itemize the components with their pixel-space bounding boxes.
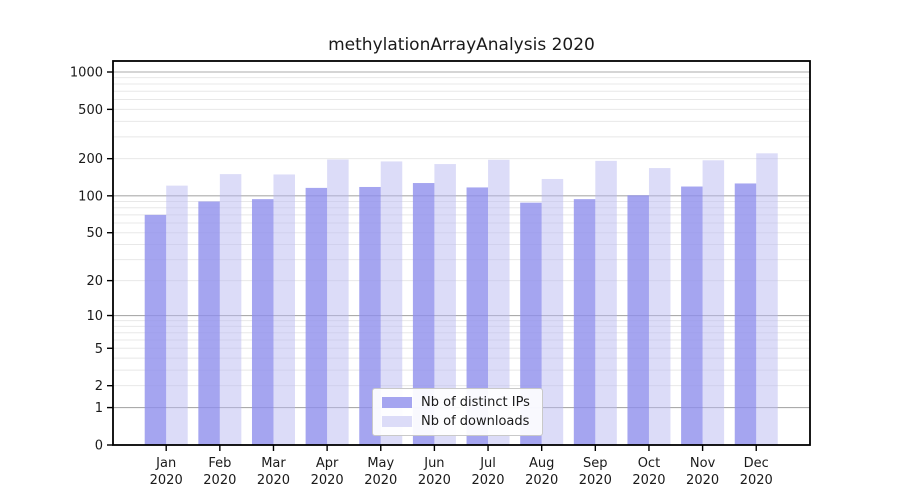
x-tick-label-month: Mar <box>261 456 286 471</box>
y-tick-label: 2 <box>95 379 103 394</box>
x-tick-label-year: 2020 <box>686 473 719 488</box>
bar-may-downloads <box>380 161 403 445</box>
x-tick-label-year: 2020 <box>150 473 183 488</box>
x-tick-label-month: Apr <box>316 456 339 471</box>
bar-nov-distinct-ips <box>681 186 703 445</box>
x-tick-label-month: May <box>367 456 394 471</box>
bar-apr-downloads <box>327 159 349 446</box>
x-tick-label-year: 2020 <box>632 473 665 488</box>
y-tick-label: 20 <box>86 274 103 289</box>
chart-title: methylationArrayAnalysis 2020 <box>328 35 595 55</box>
bar-feb-distinct-ips <box>198 201 220 445</box>
bar-jun-distinct-ips <box>412 183 435 446</box>
x-tick-label-year: 2020 <box>740 473 773 488</box>
x-tick-label-month: Dec <box>744 456 769 471</box>
bar-jul-distinct-ips <box>466 187 489 445</box>
y-tick-label: 1 <box>95 401 103 416</box>
legend-swatch-downloads <box>382 416 412 427</box>
bar-aug-distinct-ips <box>520 202 542 445</box>
x-tick-label-year: 2020 <box>311 473 344 488</box>
bar-sep-distinct-ips <box>573 199 596 445</box>
x-tick-label-month: Sep <box>583 456 608 471</box>
x-tick-label-year: 2020 <box>418 473 451 488</box>
x-tick-label-month: Jun <box>423 456 444 471</box>
x-tick-label-year: 2020 <box>471 473 504 488</box>
bar-sep-downloads <box>595 160 617 445</box>
bar-jun-downloads <box>434 164 456 445</box>
bar-mar-distinct-ips <box>251 199 274 445</box>
bar-oct-downloads <box>648 168 671 445</box>
legend-label-distinct-ips: Nb of distinct IPs <box>421 395 530 410</box>
bar-jan-distinct-ips <box>144 214 167 445</box>
x-tick-label-month: Nov <box>690 456 716 471</box>
axes-frame <box>112 60 811 446</box>
bar-dec-distinct-ips <box>734 183 757 446</box>
x-tick-label-year: 2020 <box>579 473 612 488</box>
bar-feb-downloads <box>219 174 242 445</box>
x-tick-label-year: 2020 <box>364 473 397 488</box>
bar-nov-downloads <box>702 160 725 446</box>
x-tick-label-year: 2020 <box>203 473 236 488</box>
y-tick-label: 0 <box>95 439 103 454</box>
bar-jan-downloads <box>166 185 188 445</box>
x-tick-label-year: 2020 <box>257 473 290 488</box>
y-tick-label: 500 <box>78 103 103 118</box>
x-tick-label-month: Oct <box>638 456 660 471</box>
y-tick-label: 200 <box>78 152 103 167</box>
legend-swatch-distinct-ips <box>382 397 412 408</box>
y-tick-label: 10 <box>86 309 103 324</box>
x-tick-label-month: Jul <box>479 456 496 471</box>
x-tick-label-month: Feb <box>208 456 231 471</box>
y-tick-label: 5 <box>95 342 103 357</box>
legend-label-downloads: Nb of downloads <box>421 414 530 429</box>
y-tick-label: 50 <box>86 226 103 241</box>
y-tick-label: 100 <box>78 189 103 204</box>
bar-apr-distinct-ips <box>305 187 328 445</box>
x-tick-label-month: Jan <box>155 456 176 471</box>
bar-may-distinct-ips <box>359 186 381 445</box>
legend-item-downloads: Nb of downloads <box>382 414 530 429</box>
y-tick-label: 1000 <box>70 66 103 81</box>
x-tick-label-year: 2020 <box>525 473 558 488</box>
x-tick-label-month: Aug <box>529 456 554 471</box>
bar-aug-downloads <box>541 178 564 445</box>
bar-mar-downloads <box>273 174 295 446</box>
bar-jul-downloads <box>488 159 510 445</box>
bar-oct-distinct-ips <box>627 195 649 445</box>
legend: Nb of distinct IPs Nb of downloads <box>372 388 543 436</box>
bar-dec-downloads <box>756 153 778 445</box>
legend-item-distinct-ips: Nb of distinct IPs <box>382 395 530 410</box>
